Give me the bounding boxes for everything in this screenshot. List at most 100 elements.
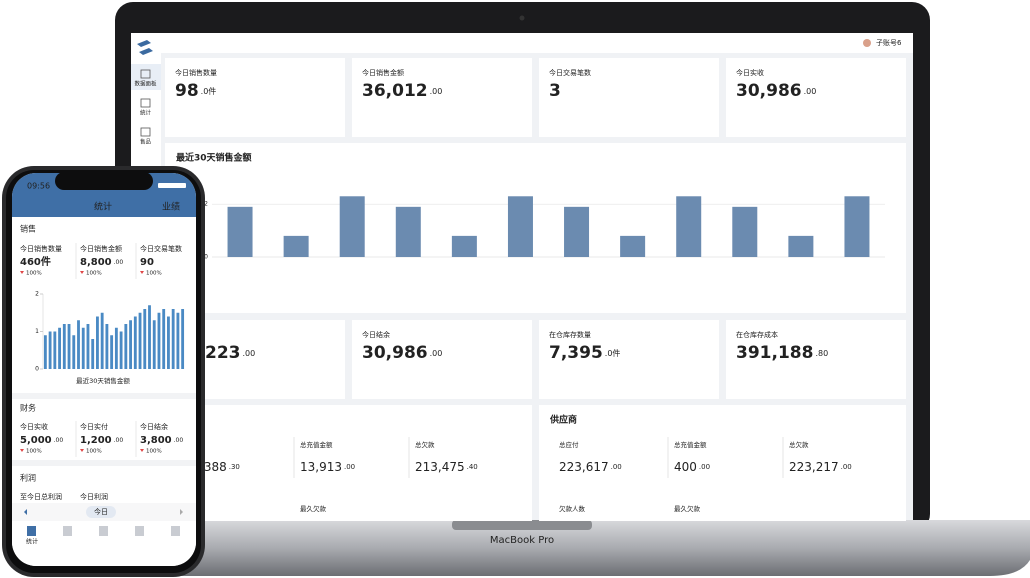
y-tick-label: 2 (204, 201, 208, 208)
bar (844, 196, 870, 257)
value: 223,617.00 (559, 460, 622, 474)
item-label: 总欠款 (789, 440, 809, 449)
bar (58, 327, 61, 369)
item-label: 总充值金额 (300, 440, 333, 449)
section-card (165, 405, 532, 521)
section-title: 利润 (20, 473, 36, 483)
bar (283, 235, 309, 257)
value-main: 3 (549, 81, 561, 101)
bar (167, 316, 170, 369)
value-decimals: .00 (114, 259, 124, 266)
value: 13,913.00 (300, 460, 355, 474)
finance-panel (12, 399, 196, 460)
sidebar-label: 售品 (140, 138, 152, 146)
arrow-left (24, 509, 27, 515)
bar (395, 206, 421, 257)
item-label: 今日结余 (140, 422, 168, 431)
bar (138, 312, 142, 369)
period: 今日 (94, 507, 108, 516)
bar (143, 309, 147, 369)
item-label: 总欠款 (415, 440, 435, 449)
value-decimals: .30 (229, 463, 240, 471)
card (539, 58, 719, 137)
section-title: 供应商 (549, 414, 577, 426)
change-arrow (140, 449, 144, 452)
card-label: 今日交易笔数 (549, 68, 591, 77)
bar (43, 335, 47, 369)
bar (148, 305, 151, 369)
item-label: 今日销售数量 (20, 244, 62, 253)
value: 400.00 (674, 460, 710, 474)
item-change: 100% (26, 271, 42, 277)
section-title: 销售 (20, 224, 36, 234)
value-decimals: .00 (611, 463, 622, 471)
tab-icon (171, 526, 180, 536)
laptop-base (110, 520, 1030, 576)
card-label: 在仓库存成本 (736, 330, 778, 339)
chart-xlabel: 最近30天销售金额 (76, 376, 130, 385)
change-arrow (80, 271, 84, 274)
bar (72, 335, 76, 369)
phone-tab-right: 业绩 (162, 201, 180, 213)
value-decimals: .00 (430, 349, 443, 358)
value: 3 (549, 81, 561, 101)
bar (564, 206, 590, 257)
sidebar-active (131, 64, 161, 90)
value: 223,217.00 (789, 460, 852, 474)
change-arrow (20, 271, 24, 274)
value: ,388.30 (200, 460, 240, 474)
item-label: 今日实收 (20, 422, 48, 431)
value: 1,200.00 (80, 435, 123, 446)
bar (620, 235, 646, 257)
sidebar-label: 数据面板 (134, 80, 157, 88)
value: 7,395.0件 (549, 343, 620, 363)
value-main: 400 (674, 460, 697, 474)
value-decimals: .40 (467, 463, 478, 471)
tab-icon (63, 526, 72, 536)
y-tick-label: 2 (35, 291, 39, 298)
notch (55, 173, 153, 190)
bar (96, 316, 99, 369)
change-arrow (20, 449, 24, 452)
item-change: 100% (146, 449, 162, 455)
status-time: 09:56 (27, 182, 50, 191)
value-main: 213,475 (415, 460, 465, 474)
bar (110, 335, 114, 369)
value-decimals: .00 (344, 463, 355, 471)
value: 90 (140, 257, 154, 268)
status-icons (158, 183, 186, 188)
item-change: 100% (26, 449, 42, 455)
card (539, 320, 719, 399)
arrow-right (180, 509, 183, 515)
card-label: 今日销售数量 (175, 68, 217, 77)
value-main: 13,913 (300, 460, 342, 474)
avatar (863, 39, 871, 47)
bar (62, 324, 66, 369)
value-decimals: .00 (243, 349, 256, 358)
item-label: 至今日总利润 (20, 492, 62, 501)
value-main: 30,986 (736, 81, 802, 101)
bar (227, 206, 253, 257)
value-main: 8,800 (80, 257, 112, 268)
value-decimals: .00 (54, 437, 64, 444)
sidebar-icon (140, 127, 151, 137)
value: 5,000.00 (20, 435, 63, 446)
value-main: 223 (205, 343, 241, 363)
sidebar-icon (140, 69, 151, 79)
footer-label: 最久欠款 (300, 504, 327, 513)
bar (119, 331, 123, 369)
value: 3,800.00 (140, 435, 183, 446)
bar (53, 331, 57, 369)
section-title: 财务 (20, 403, 36, 413)
item-label: 总充值金额 (674, 440, 707, 449)
bar (157, 312, 161, 369)
value: 98.0件 (175, 81, 216, 101)
tab-label: 统计 (26, 538, 38, 546)
bar (176, 312, 180, 369)
bar (152, 320, 156, 369)
item-label: 今日销售金额 (80, 244, 122, 253)
phone-title: 统计 (94, 201, 112, 213)
